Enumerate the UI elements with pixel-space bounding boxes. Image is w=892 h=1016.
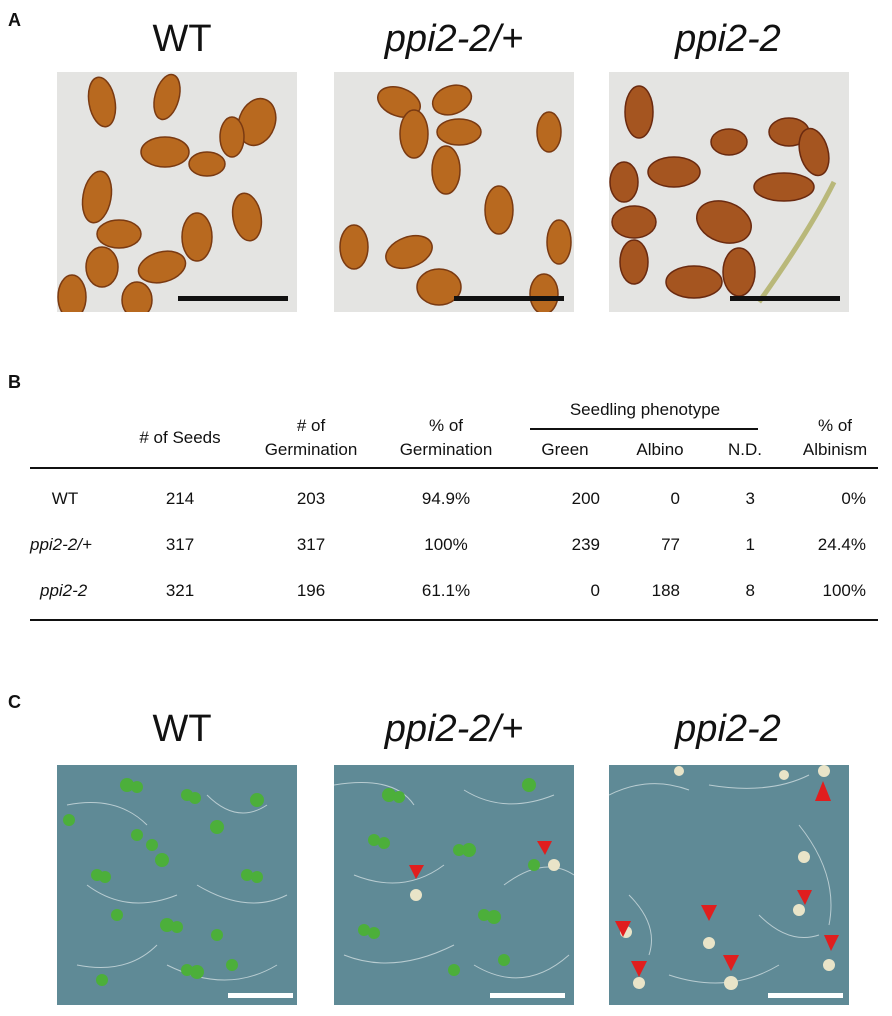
header-albino: Albino	[636, 440, 684, 459]
row-genotype: ppi2-2/+	[30, 535, 92, 554]
cell-albinism: 24.4%	[817, 535, 866, 554]
panel-label-a: A	[8, 10, 21, 30]
header-albinism-1: % of	[817, 416, 853, 435]
seedling-photo-hom	[609, 765, 849, 1005]
header-green: Green	[541, 440, 589, 459]
seed-image-wt	[57, 72, 297, 312]
header-nd: N.D.	[728, 440, 762, 459]
cell-albinism: 100%	[822, 581, 866, 600]
title-a-hom: ppi2-2	[675, 18, 781, 60]
cell-germ: 203	[296, 489, 326, 508]
header-seeds: # of Seeds	[139, 428, 221, 447]
header-germ-pct-1: % of	[428, 416, 464, 435]
title-c-wt: WT	[152, 708, 212, 750]
cell-seeds: 317	[165, 535, 195, 554]
cell-albinism: 0%	[841, 489, 866, 508]
cell-albino: 0	[670, 489, 680, 508]
cell-green: 0	[590, 581, 600, 600]
table-bottom-rule	[30, 619, 878, 621]
scale-bar-a-wt	[178, 296, 288, 301]
scale-bar-c-wt	[228, 993, 293, 998]
seed-photo-wt	[57, 72, 297, 312]
header-germ-count-2: Germination	[264, 440, 358, 459]
scale-bar-a-het	[454, 296, 564, 301]
seedling-image-het	[334, 765, 574, 1005]
cell-germ-pct: 61.1%	[421, 581, 471, 600]
header-phenotype-group: Seedling phenotype	[569, 400, 721, 419]
cell-germ-pct: 94.9%	[421, 489, 471, 508]
cell-nd: 3	[745, 489, 755, 508]
title-a-wt: WT	[152, 18, 212, 60]
cell-germ: 196	[296, 581, 326, 600]
row-genotype: WT	[51, 489, 79, 508]
scale-bar-a-hom	[730, 296, 840, 301]
seedling-photo-het	[334, 765, 574, 1005]
title-a-het: ppi2-2/+	[384, 18, 524, 60]
cell-seeds: 321	[165, 581, 195, 600]
header-germ-pct-2: Germination	[399, 440, 493, 459]
seed-photo-hom	[609, 72, 849, 312]
scale-bar-c-hom	[768, 993, 843, 998]
seed-image-hom	[609, 72, 849, 312]
cell-green: 200	[571, 489, 600, 508]
phenotype-group-rule	[530, 428, 758, 430]
title-c-hom: ppi2-2	[675, 708, 781, 750]
seedling-photo-wt	[57, 765, 297, 1005]
cell-germ: 317	[296, 535, 326, 554]
header-albinism-2: Albinism	[802, 440, 868, 459]
header-germ-count-1: # of	[296, 416, 326, 435]
seedling-image-hom	[609, 765, 849, 1005]
cell-albino: 77	[661, 535, 680, 554]
title-c-het: ppi2-2/+	[384, 708, 524, 750]
cell-nd: 8	[745, 581, 755, 600]
seed-image-het	[334, 72, 574, 312]
cell-green: 239	[571, 535, 600, 554]
panel-label-c: C	[8, 692, 21, 712]
row-genotype: ppi2-2	[40, 581, 88, 600]
scale-bar-c-het	[490, 993, 565, 998]
cell-nd: 1	[745, 535, 755, 554]
cell-germ-pct: 100%	[424, 535, 468, 554]
seedling-image-wt	[57, 765, 297, 1005]
seed-photo-het	[334, 72, 574, 312]
panel-label-b: B	[8, 372, 21, 392]
table-top-rule	[30, 467, 878, 469]
cell-albino: 188	[651, 581, 680, 600]
cell-seeds: 214	[165, 489, 195, 508]
